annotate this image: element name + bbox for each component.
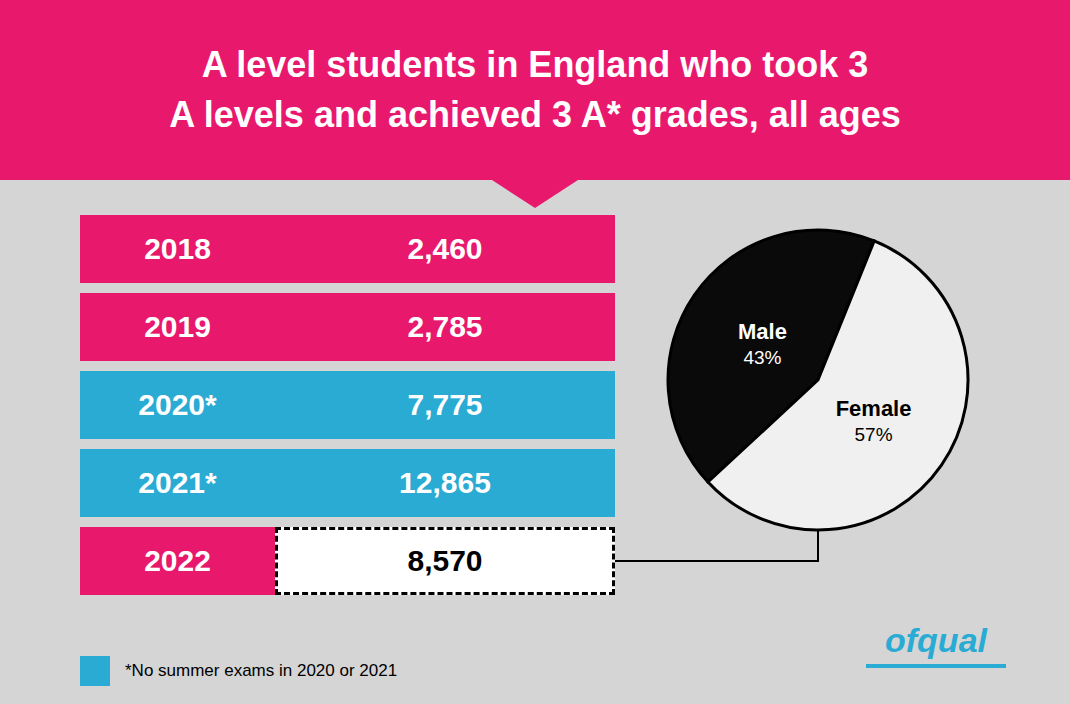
html-text:*No summer exams in 2020 or 20: *No summer exams in 2020 or 2021 [125, 661, 398, 680]
html-text:8,570: 8,570 [407, 544, 483, 577]
html-text:2021*: 2021* [138, 466, 217, 499]
html-text:2022: 2022 [144, 544, 211, 577]
html-text:12,865: 12,865 [399, 466, 491, 499]
html-text:2020*: 2020* [138, 388, 217, 421]
html-text:A level students in England wh: A level students in England who took 3 [201, 44, 869, 85]
html-text:A levels and achieved 3 A* gra: A levels and achieved 3 A* grades, all a… [169, 94, 901, 135]
svg-text:43%: 43% [743, 347, 781, 368]
html-text:ofqual: ofqual [885, 621, 987, 659]
html-text:2019: 2019 [144, 310, 211, 343]
html-text:2,785: 2,785 [407, 310, 483, 343]
svg-text:Female: Female [836, 396, 912, 421]
svg-text:57%: 57% [855, 424, 893, 445]
html-text:2018: 2018 [144, 232, 211, 265]
html-text:2,460: 2,460 [407, 232, 483, 265]
svg-text:Male: Male [738, 319, 787, 344]
html-text:7,775: 7,775 [407, 388, 483, 421]
